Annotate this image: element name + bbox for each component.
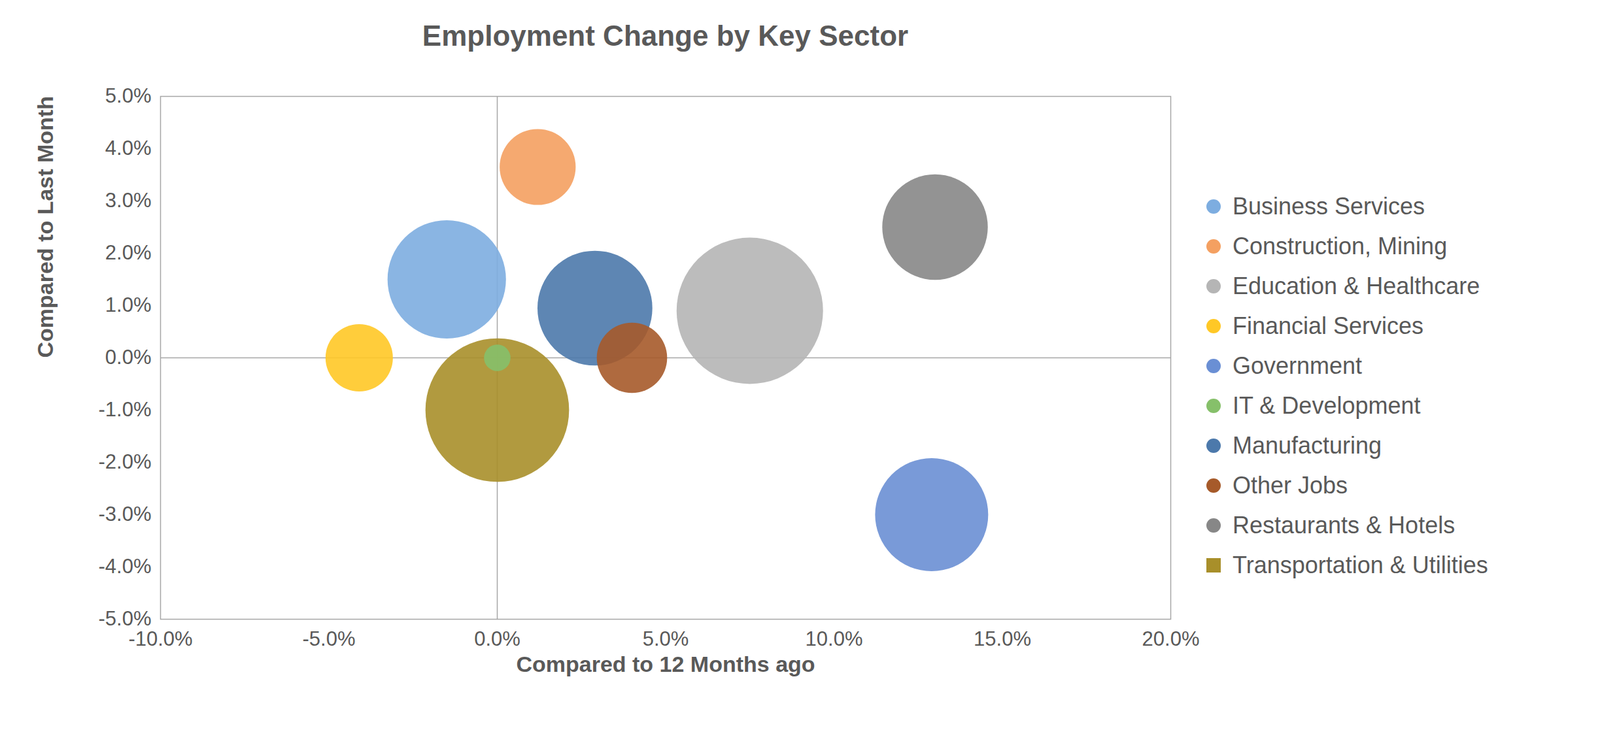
svg-text:15.0%: 15.0% [973,627,1032,651]
svg-text:4.0%: 4.0% [105,136,152,160]
html-text:Employment Change by Key Secto: Employment Change by Key Sector [422,19,909,52]
html-text:Restaurants & Hotels: Restaurants & Hotels [1232,511,1455,539]
svg-text:Compared to Last Month: Compared to Last Month [32,96,58,358]
html-text:Financial Services: Financial Services [1232,312,1424,340]
svg-text:5.0%: 5.0% [105,84,152,108]
svg-text:-1.0%: -1.0% [98,398,152,422]
svg-text:10.0%: 10.0% [805,627,864,651]
html-text:IT & Development: IT & Development [1232,391,1421,419]
svg-text:-2.0%: -2.0% [98,450,152,474]
html-text:Transportation & Utilities: Transportation & Utilities [1232,551,1489,579]
svg-text:Compared to 12 Months ago: Compared to 12 Months ago [515,651,815,677]
svg-text:-5.0%: -5.0% [302,627,356,651]
svg-text:-5.0%: -5.0% [98,607,152,631]
svg-text:0.0%: 0.0% [474,627,521,651]
html-text:Education & Healthcare: Education & Healthcare [1232,272,1480,300]
html-text:Other Jobs: Other Jobs [1232,471,1348,499]
svg-text:1.0%: 1.0% [105,293,152,317]
html-text:Manufacturing: Manufacturing [1232,431,1382,459]
svg-text:20.0%: 20.0% [1142,627,1200,651]
svg-text:-10.0%: -10.0% [128,627,193,651]
svg-text:0.0%: 0.0% [105,345,152,369]
html-text:Construction, Mining: Construction, Mining [1232,232,1448,260]
svg-text:2.0%: 2.0% [105,241,152,265]
svg-text:-3.0%: -3.0% [98,502,152,526]
svg-text:3.0%: 3.0% [105,188,152,212]
html-text:Business Services: Business Services [1232,192,1425,220]
svg-text:-4.0%: -4.0% [98,555,152,579]
svg-text:5.0%: 5.0% [642,627,690,651]
html-text:Government: Government [1232,352,1363,379]
